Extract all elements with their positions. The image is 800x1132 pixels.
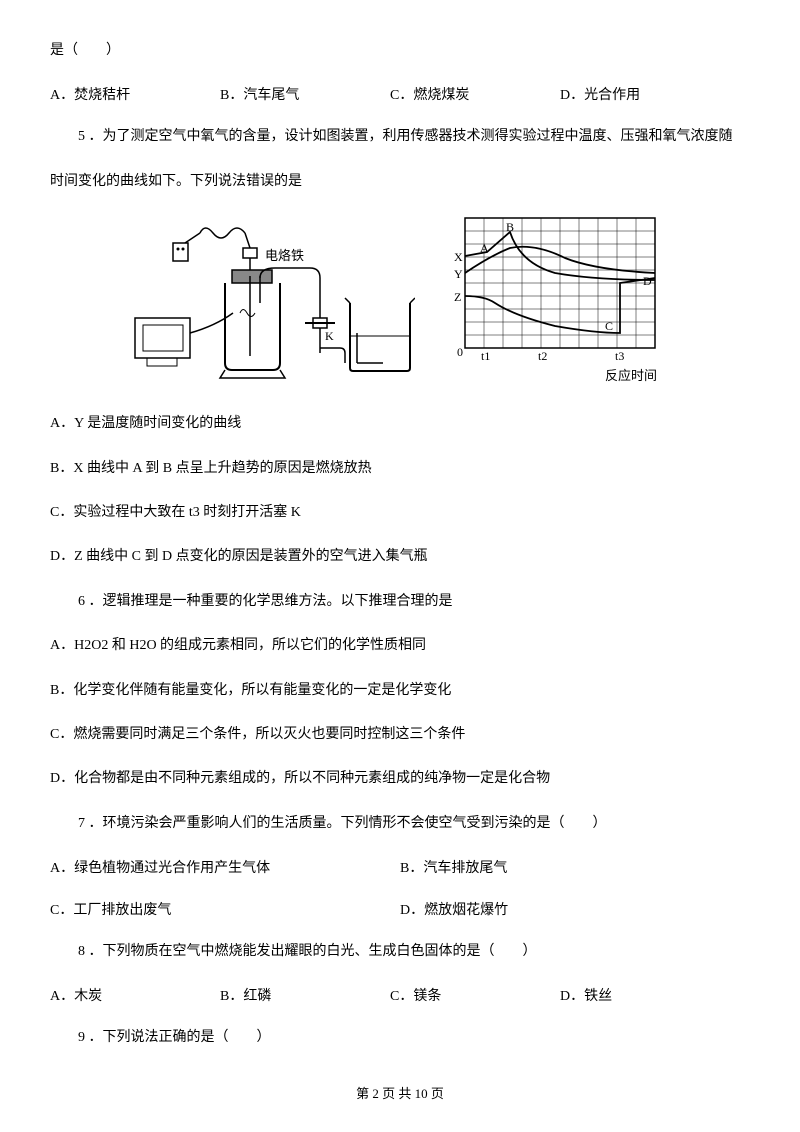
chart-label-t1: t1 bbox=[481, 349, 490, 363]
q5-option-b: B．X 曲线中 A 到 B 点呈上升趋势的原因是燃烧放热 bbox=[50, 458, 750, 480]
q7-option-c: C．工厂排放出废气 bbox=[50, 899, 400, 919]
q5-intro-1: 5 ．为了测定空气中氧气的含量，设计如图装置，利用传感器技术测得实验过程中温度、… bbox=[50, 126, 750, 148]
q7-intro: 7 ．环境污染会严重影响人们的生活质量。下列情形不会使空气受到污染的是（ ） bbox=[50, 813, 750, 835]
diagram-label-k: K bbox=[325, 329, 334, 343]
q6-option-d: D．化合物都是由不同种元素组成的，所以不同种元素组成的纯净物一定是化合物 bbox=[50, 768, 750, 790]
apparatus-diagram: 电烙铁 K bbox=[125, 218, 415, 388]
q4-option-c: C．燃烧煤炭 bbox=[390, 84, 560, 104]
q8-option-c: C．镁条 bbox=[390, 985, 560, 1005]
chart-label-t3: t3 bbox=[615, 349, 624, 363]
q7-options-row2: C．工厂排放出废气 D．燃放烟花爆竹 bbox=[50, 899, 750, 919]
chart-diagram: X Y Z 0 t1 t2 t3 A B C D 反应时间 bbox=[435, 208, 675, 388]
q4-option-b: B．汽车尾气 bbox=[220, 84, 390, 104]
diagram-label-soldering: 电烙铁 bbox=[265, 248, 304, 263]
q4-continuation: 是（ ） bbox=[50, 40, 750, 62]
chart-label-x: X bbox=[454, 250, 463, 264]
chart-label-y: Y bbox=[454, 267, 463, 281]
q5-figure: 电烙铁 K X bbox=[50, 208, 750, 388]
q8-option-d: D．铁丝 bbox=[560, 985, 612, 1005]
q9-intro: 9 ．下列说法正确的是（ ） bbox=[50, 1027, 750, 1049]
q5-option-a: A．Y 是温度随时间变化的曲线 bbox=[50, 413, 750, 435]
q6-option-b: B．化学变化伴随有能量变化，所以有能量变化的一定是化学变化 bbox=[50, 680, 750, 702]
q7-option-b: B．汽车排放尾气 bbox=[400, 857, 507, 877]
chart-label-0: 0 bbox=[457, 345, 463, 359]
q8-option-a: A．木炭 bbox=[50, 985, 220, 1005]
q4-option-a: A．焚烧秸杆 bbox=[50, 84, 220, 104]
chart-label-t2: t2 bbox=[538, 349, 547, 363]
q4-options: A．焚烧秸杆 B．汽车尾气 C．燃烧煤炭 D．光合作用 bbox=[50, 84, 750, 104]
page-footer: 第 2 页 共 10 页 bbox=[0, 1083, 800, 1102]
q8-options: A．木炭 B．红磷 C．镁条 D．铁丝 bbox=[50, 985, 750, 1005]
q7-option-d: D．燃放烟花爆竹 bbox=[400, 899, 508, 919]
q5-option-c: C．实验过程中大致在 t3 时刻打开活塞 K bbox=[50, 502, 750, 524]
q6-option-a: A．H2O2 和 H2O 的组成元素相同，所以它们的化学性质相同 bbox=[50, 635, 750, 657]
chart-label-d: D bbox=[643, 274, 652, 288]
q8-intro: 8 ．下列物质在空气中燃烧能发出耀眼的白光、生成白色固体的是（ ） bbox=[50, 941, 750, 963]
q7-options-row1: A．绿色植物通过光合作用产生气体 B．汽车排放尾气 bbox=[50, 857, 750, 877]
q6-option-c: C．燃烧需要同时满足三个条件，所以灭火也要同时控制这三个条件 bbox=[50, 724, 750, 746]
q5-intro-2: 时间变化的曲线如下。下列说法错误的是 bbox=[50, 171, 750, 193]
q7-option-a: A．绿色植物通过光合作用产生气体 bbox=[50, 857, 400, 877]
chart-label-z: Z bbox=[454, 290, 461, 304]
q5-option-d: D．Z 曲线中 C 到 D 点变化的原因是装置外的空气进入集气瓶 bbox=[50, 546, 750, 568]
chart-xaxis-label: 反应时间 bbox=[605, 368, 657, 383]
q4-option-d: D．光合作用 bbox=[560, 84, 640, 104]
q8-option-b: B．红磷 bbox=[220, 985, 390, 1005]
q6-intro: 6 ．逻辑推理是一种重要的化学思维方法。以下推理合理的是 bbox=[50, 591, 750, 613]
chart-label-c: C bbox=[605, 319, 613, 333]
